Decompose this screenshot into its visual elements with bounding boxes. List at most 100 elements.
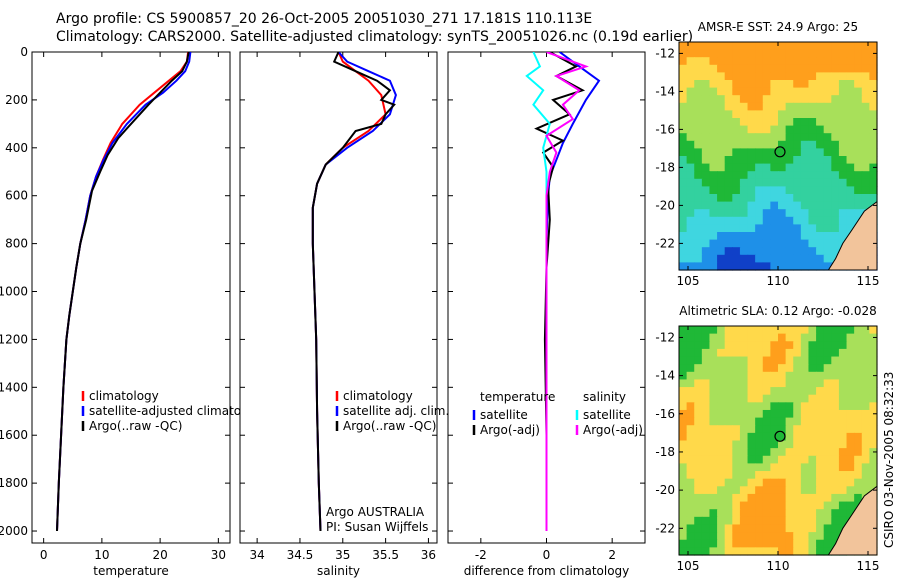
sla-map-cell <box>724 493 733 503</box>
sst-map-cell <box>838 232 848 241</box>
sst-map-cell <box>701 148 711 157</box>
sst-map-cell <box>808 140 817 149</box>
sst-map-cell <box>785 156 794 165</box>
sla-map-cell <box>778 486 787 495</box>
sst-map-cell <box>724 49 733 58</box>
sst-map-cell <box>808 224 817 233</box>
sla-map-cell <box>686 471 695 480</box>
sla-map-cell <box>808 356 817 365</box>
sla-map-cell <box>770 516 779 526</box>
sla-map-cell <box>679 509 688 518</box>
sla-map-cell <box>808 432 817 442</box>
sst-map-cell <box>709 87 718 96</box>
sst-map-cell <box>694 163 703 172</box>
sla-map-cell <box>755 333 764 342</box>
sla-map-cell <box>724 471 733 480</box>
sla-map-cell <box>762 486 771 495</box>
sst-map-cell <box>770 110 779 119</box>
sst-map-cell <box>755 186 764 195</box>
sst-map-cell <box>854 178 863 187</box>
sla-map-cell <box>823 425 832 434</box>
sla-map-cell <box>709 539 718 548</box>
sst-map-cell <box>816 171 825 180</box>
sla-map-cell <box>869 364 878 373</box>
sla-map-cell <box>823 501 832 510</box>
sla-map-cell <box>778 509 787 518</box>
sla-map-cell <box>846 493 855 503</box>
sst-map-cell <box>717 262 726 271</box>
sst-map-cell <box>838 133 848 142</box>
sla-map-cell <box>747 326 756 335</box>
sla-map-cell <box>785 501 794 510</box>
sst-map-cell <box>838 49 848 58</box>
sla-map-cell <box>793 417 802 426</box>
sst-map-cell <box>800 148 810 157</box>
sst-map-cell <box>739 80 749 89</box>
sla-map-cell <box>793 432 802 442</box>
sst-map-cell <box>793 156 802 165</box>
sla-map-cell <box>739 448 749 457</box>
sst-map-cell <box>686 133 695 142</box>
sla-map-cell <box>755 402 764 411</box>
sla-map-cell <box>800 417 810 426</box>
sla-map-cell <box>739 409 749 419</box>
sla-map-cell <box>800 509 810 518</box>
sla-map-cell <box>762 394 771 403</box>
sla-map-cell <box>709 402 718 411</box>
sst-map-cell <box>755 247 764 256</box>
sla-map-cell <box>808 532 817 541</box>
sla-map-cell <box>679 409 688 419</box>
sst-map-cell <box>701 239 711 248</box>
sla-map-cell <box>800 471 810 480</box>
sst-map-cell <box>800 178 810 187</box>
sst-map-cell <box>739 156 749 165</box>
sla-map-cell <box>816 493 825 503</box>
sla-map-cell <box>846 409 855 419</box>
sst-map-cell <box>808 262 817 271</box>
sla-map-cell <box>724 356 733 365</box>
sst-map-cell <box>732 247 741 256</box>
sst-map-cell <box>755 224 764 233</box>
sst-map-cell <box>686 194 695 203</box>
sst-map-cell <box>739 247 749 256</box>
sst-map-x-tick-label: 115 <box>857 274 880 288</box>
sla-map-cell <box>854 478 863 487</box>
sla-map-cell <box>846 387 855 396</box>
sla-map-cell <box>694 394 703 403</box>
sst-map-cell <box>831 186 840 195</box>
sst-map-cell <box>717 49 726 58</box>
sst-map-cell <box>739 239 749 248</box>
salinity-legend-label: climatology <box>343 389 413 403</box>
sla-map-cell <box>831 493 840 503</box>
sla-map-cell <box>816 341 825 350</box>
sla-map-cell <box>838 364 848 373</box>
sst-map-cell <box>838 201 848 210</box>
sla-map-cell <box>755 524 764 533</box>
sla-map-cell <box>709 486 718 495</box>
salinity-series-2 <box>311 52 396 532</box>
sst-map-cell <box>800 239 810 248</box>
sst-map-cell <box>679 171 688 180</box>
sla-map-cell <box>747 471 756 480</box>
temperature-legend-label: satellite-adjusted climatology <box>89 404 267 418</box>
sst-map-cell <box>861 125 870 134</box>
sst-map-cell <box>800 232 810 241</box>
sst-map-cell <box>747 156 756 165</box>
sla-map-cell <box>717 509 726 518</box>
sla-map-cell <box>808 471 817 480</box>
sla-map-cell <box>831 478 840 487</box>
sst-map-cell <box>717 95 726 104</box>
sst-map-cell <box>823 156 832 165</box>
sla-map-cell <box>838 478 848 487</box>
sst-map-cell <box>838 140 848 149</box>
sla-map-cell <box>701 440 711 449</box>
sla-map-cell <box>808 425 817 434</box>
sst-map-cell <box>762 224 771 233</box>
sst-map-cell <box>778 133 787 142</box>
sla-map-cell <box>701 455 711 464</box>
sla-map-cell <box>846 341 855 350</box>
sst-map-cell <box>816 216 825 225</box>
sla-map-cell <box>701 356 711 365</box>
sst-map-cell <box>755 80 764 89</box>
sst-map-cell <box>800 57 810 66</box>
